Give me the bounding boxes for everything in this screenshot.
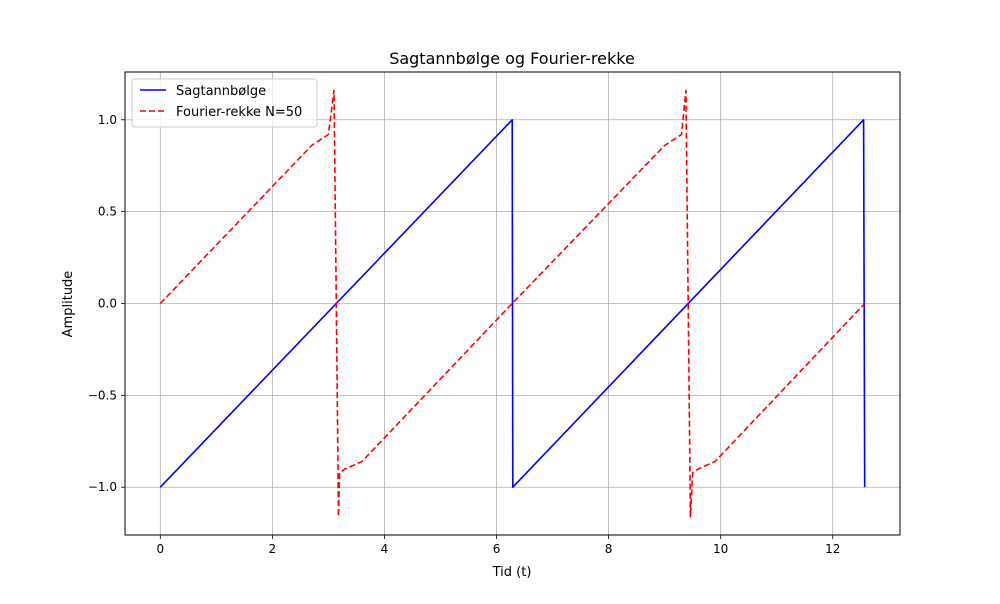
x-tick-label: 12: [825, 542, 840, 556]
x-tick-label: 8: [605, 542, 613, 556]
x-tick-label: 6: [493, 542, 501, 556]
y-tick-label: −1.0: [88, 480, 117, 494]
x-tick-label: 4: [381, 542, 389, 556]
x-tick-label: 2: [269, 542, 277, 556]
y-ticks: −1.0 −0.5 0.0 0.5 1.0: [88, 113, 125, 494]
x-ticks: 0 2 4 6 8 10 12: [156, 535, 840, 556]
y-tick-label: 0.5: [98, 205, 117, 219]
series-lines: [159, 89, 866, 518]
x-axis-label: Tid (t): [492, 565, 532, 580]
y-tick-label: 1.0: [98, 113, 117, 127]
x-tick-label: 0: [156, 542, 164, 556]
series-line-sagtann: [159, 119, 866, 489]
x-tick-label: 10: [713, 542, 728, 556]
legend-label-fourier: Fourier-rekke N=50: [176, 105, 302, 120]
legend-box: [131, 78, 318, 128]
y-tick-label: −0.5: [88, 388, 117, 402]
legend-label-sagtann: Sagtannbølge: [176, 84, 266, 99]
y-tick-label: 0.0: [98, 297, 117, 311]
legend: Sagtannbølge Fourier-rekke N=50: [131, 78, 318, 128]
chart-title: Sagtannbølge og Fourier-rekke: [389, 49, 635, 68]
series-line-fourier: [159, 89, 866, 518]
y-axis-label: Amplitude: [61, 271, 76, 338]
